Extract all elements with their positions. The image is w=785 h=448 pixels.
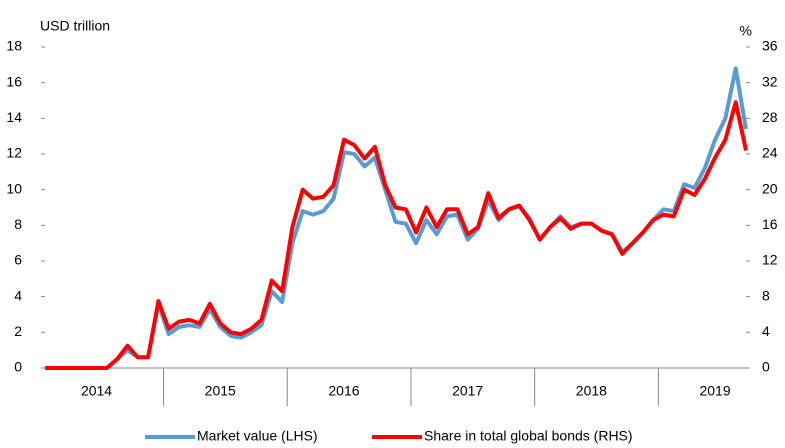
y-tick-label: 14 [6,109,22,125]
legend-label: Share in total global bonds (RHS) [424,428,633,444]
y-tick-label: 10 [6,180,22,196]
series-line [45,100,748,370]
x-tick-label: 2018 [576,383,607,399]
y2-tick-label: 8 [762,287,770,303]
y2-tick-label: 20 [762,180,778,196]
y-tick-label: 6 [14,252,22,268]
y2-tick-label: 24 [762,145,778,161]
y-tick-label: 8 [14,216,22,232]
y2-tick-label: 12 [762,252,778,268]
y-tick-label: 4 [14,287,22,303]
y-tick-label: 18 [6,38,22,54]
y-axis-label: USD trillion [40,18,110,34]
y2-tick-label: 16 [762,216,778,232]
x-tick-label: 2019 [699,383,730,399]
y2-tick-label: 0 [762,359,770,375]
legend-label: Market value (LHS) [197,428,318,444]
y-tick-label: 2 [14,323,22,339]
y2-tick-label: 32 [762,73,778,89]
y2-tick-label: 4 [762,323,770,339]
x-tick-label: 2016 [328,383,359,399]
x-tick-label: 2017 [452,383,483,399]
y2-tick-label: 36 [762,38,778,54]
y2-axis-label: % [740,23,752,39]
x-tick-label: 2015 [205,383,236,399]
y-tick-label: 0 [14,359,22,375]
y-tick-label: 16 [6,73,22,89]
y2-tick-label: 28 [762,109,778,125]
series-line [45,66,748,370]
x-tick-label: 2014 [81,383,112,399]
y-tick-label: 12 [6,145,22,161]
